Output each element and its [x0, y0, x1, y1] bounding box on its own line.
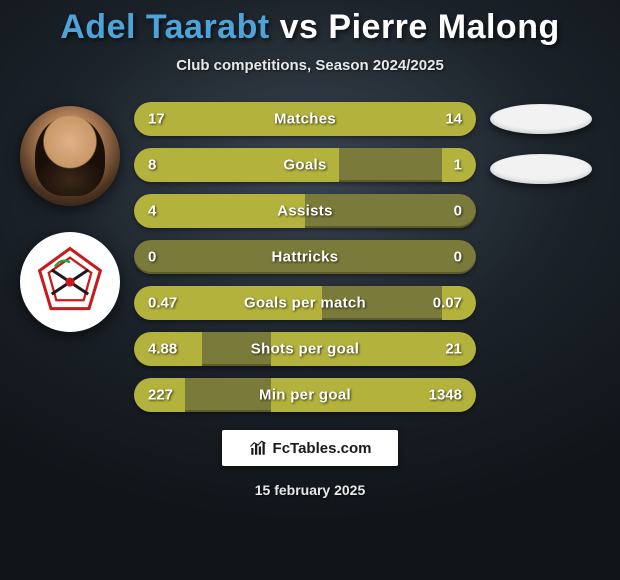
stat-value-left: 17 — [148, 111, 165, 128]
stat-value-left: 227 — [148, 387, 173, 404]
date-text: 15 february 2025 — [255, 482, 366, 498]
person-silhouette-icon — [35, 116, 105, 196]
club-crest-icon — [32, 244, 108, 320]
stat-label: Goals — [283, 157, 326, 174]
stat-bar: 4 0 Assists — [134, 194, 476, 228]
stat-label: Hattricks — [272, 249, 339, 266]
main-row: 17 14 Matches 8 1 Goals 4 0 Assists 0 0 Hattricks 0.… — [0, 102, 620, 412]
stat-value-right: 0.07 — [433, 295, 462, 312]
infographic-card: Adel Taarabt vs Pierre Malong Club compe… — [0, 0, 620, 580]
stat-label: Min per goal — [259, 387, 351, 404]
stat-bar: 8 1 Goals — [134, 148, 476, 182]
player1-name: Adel Taarabt — [60, 8, 269, 46]
player2-name: Pierre Malong — [328, 8, 559, 46]
stat-bar: 227 1348 Min per goal — [134, 378, 476, 412]
stat-value-left: 4.88 — [148, 341, 177, 358]
decorative-ellipse — [490, 154, 592, 184]
subtitle: Club competitions, Season 2024/2025 — [176, 57, 444, 74]
decorative-ellipse — [490, 104, 592, 134]
avatars-column — [20, 102, 120, 412]
source-badge-text: FcTables.com — [273, 440, 372, 457]
stat-bar: 0 0 Hattricks — [134, 240, 476, 274]
stat-bar: 4.88 21 Shots per goal — [134, 332, 476, 366]
stat-value-right: 1 — [454, 157, 462, 174]
stat-label: Assists — [277, 203, 332, 220]
stat-value-left: 0 — [148, 249, 156, 266]
stat-value-right: 1348 — [429, 387, 462, 404]
stat-value-right: 14 — [445, 111, 462, 128]
stat-bar: 0.47 0.07 Goals per match — [134, 286, 476, 320]
stat-value-left: 8 — [148, 157, 156, 174]
stat-value-right: 0 — [454, 249, 462, 266]
page-title: Adel Taarabt vs Pierre Malong — [60, 8, 560, 47]
player2-club-logo — [20, 232, 120, 332]
stat-bars-column: 17 14 Matches 8 1 Goals 4 0 Assists 0 0 Hattricks 0.… — [134, 102, 476, 412]
stat-value-right: 0 — [454, 203, 462, 220]
source-badge: FcTables.com — [222, 430, 398, 466]
stat-value-right: 21 — [445, 341, 462, 358]
stat-label: Matches — [274, 111, 336, 128]
vs-text: vs — [280, 8, 319, 46]
stat-label: Shots per goal — [251, 341, 359, 358]
stat-bar: 17 14 Matches — [134, 102, 476, 136]
stat-value-left: 0.47 — [148, 295, 177, 312]
player1-avatar — [20, 106, 120, 206]
bar-chart-icon — [249, 439, 267, 457]
stat-value-left: 4 — [148, 203, 156, 220]
stat-label: Goals per match — [244, 295, 366, 312]
ellipses-column — [490, 102, 600, 412]
